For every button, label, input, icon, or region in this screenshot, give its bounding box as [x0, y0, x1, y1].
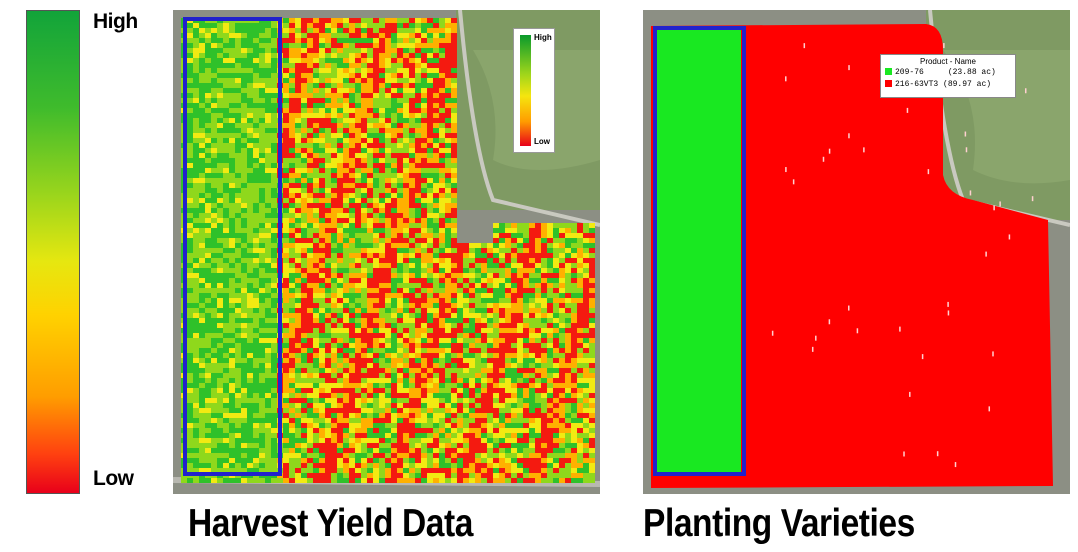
yield-legend-low: Low: [534, 137, 550, 146]
product-legend-item: 216-63VT3 (89.97 ac): [885, 80, 991, 89]
yield-legend-high: High: [534, 33, 552, 42]
product-name: 209-76: [895, 68, 924, 77]
yield-map-caption: Harvest Yield Data: [188, 502, 473, 545]
yield-legend: High Low: [513, 28, 555, 153]
variety-map-caption: Planting Varieties: [643, 502, 915, 545]
product-legend: Product - Name 209-76 (23.88 ac) 216-63V…: [880, 54, 1016, 98]
scale-high-label: High: [93, 10, 138, 33]
product-area: (89.97 ac): [943, 80, 992, 89]
product-legend-item: 209-76 (23.88 ac): [885, 68, 996, 77]
yield-legend-gradient: [520, 35, 531, 146]
product-legend-title: Product - Name: [919, 57, 977, 66]
product-name: 216-63VT3: [895, 80, 939, 89]
product-swatch-green: [885, 68, 892, 75]
scale-low-label: Low: [93, 467, 134, 490]
product-area: (23.88 ac): [947, 68, 996, 77]
product-swatch-red: [885, 80, 892, 87]
yield-color-scale: [26, 10, 80, 494]
